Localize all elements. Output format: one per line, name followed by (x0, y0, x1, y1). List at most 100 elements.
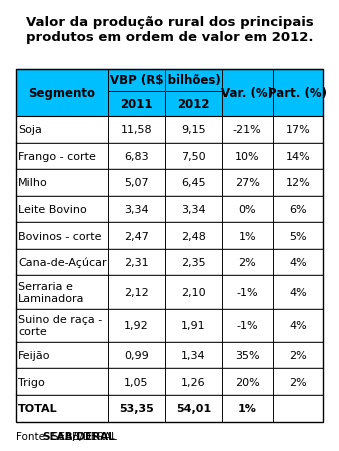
Bar (165, 249, 222, 276)
Text: Serraria e
Laminadora: Serraria e Laminadora (18, 281, 85, 303)
Bar (222, 249, 273, 276)
Text: 0%: 0% (238, 205, 256, 215)
Text: 20%: 20% (235, 377, 260, 387)
Text: Leite Bovino: Leite Bovino (18, 205, 87, 215)
Bar (165, 368, 222, 395)
Bar (273, 196, 323, 223)
Text: 6,83: 6,83 (124, 152, 149, 161)
Bar (273, 143, 323, 170)
Text: 0,99: 0,99 (124, 350, 149, 360)
Bar (222, 170, 273, 196)
Text: 3,34: 3,34 (181, 205, 206, 215)
Text: 2,35: 2,35 (181, 258, 206, 267)
Text: 2%: 2% (289, 377, 307, 387)
Bar (222, 395, 273, 422)
Text: TOTAL: TOTAL (18, 404, 58, 414)
Text: 2,48: 2,48 (181, 231, 206, 241)
Text: Feijão: Feijão (18, 350, 51, 360)
Text: 4%: 4% (289, 287, 307, 297)
Text: 17%: 17% (285, 125, 310, 135)
Bar (16, 276, 108, 309)
Bar (273, 395, 323, 422)
Text: 2,47: 2,47 (124, 231, 149, 241)
Bar (16, 249, 108, 276)
Text: 53,35: 53,35 (119, 404, 154, 414)
Text: 2%: 2% (238, 258, 256, 267)
Bar (222, 309, 273, 342)
Bar (16, 143, 108, 170)
Text: 1,05: 1,05 (124, 377, 149, 387)
Bar (222, 368, 273, 395)
Bar (108, 276, 165, 309)
Text: 4%: 4% (289, 258, 307, 267)
Text: 6,45: 6,45 (181, 178, 206, 188)
Text: Soja: Soja (18, 125, 42, 135)
Bar (165, 143, 222, 170)
Bar (165, 92, 222, 117)
Text: 2,10: 2,10 (181, 287, 206, 297)
Text: 1%: 1% (238, 404, 257, 414)
Bar (273, 309, 323, 342)
Bar (108, 309, 165, 342)
Text: 1,92: 1,92 (124, 321, 149, 331)
Text: Part. (%): Part. (%) (268, 87, 327, 100)
Text: 9,15: 9,15 (181, 125, 206, 135)
Bar (16, 309, 108, 342)
Bar (165, 117, 222, 143)
Text: 5,07: 5,07 (124, 178, 149, 188)
Text: Frango - corte: Frango - corte (18, 152, 96, 161)
Text: Cana-de-Açúcar: Cana-de-Açúcar (18, 258, 107, 268)
Text: 54,01: 54,01 (176, 404, 211, 414)
Bar (273, 342, 323, 368)
Bar (108, 143, 165, 170)
Text: 1,34: 1,34 (181, 350, 206, 360)
Text: 2,31: 2,31 (124, 258, 149, 267)
Text: Trigo: Trigo (18, 377, 45, 387)
Bar (273, 249, 323, 276)
Bar (108, 117, 165, 143)
Bar (16, 170, 108, 196)
Text: 2,12: 2,12 (124, 287, 149, 297)
Text: -1%: -1% (236, 321, 258, 331)
Bar (16, 368, 108, 395)
Bar (16, 117, 108, 143)
Text: -1%: -1% (236, 287, 258, 297)
Text: Bovinos - corte: Bovinos - corte (18, 231, 102, 241)
Bar (165, 309, 222, 342)
Text: 6%: 6% (289, 205, 307, 215)
Text: SEAB/DERAL: SEAB/DERAL (42, 431, 115, 441)
Bar (222, 342, 273, 368)
Text: VBP (R$ bilhões): VBP (R$ bilhões) (109, 74, 220, 87)
Bar (108, 395, 165, 422)
Bar (16, 395, 108, 422)
Bar (222, 223, 273, 249)
Bar (222, 117, 273, 143)
Bar (16, 196, 108, 223)
Bar (108, 70, 222, 92)
Bar (108, 92, 165, 117)
Bar (16, 342, 108, 368)
Bar (108, 342, 165, 368)
Text: 4%: 4% (289, 321, 307, 331)
Text: 12%: 12% (285, 178, 310, 188)
Bar (273, 117, 323, 143)
Bar (273, 223, 323, 249)
Bar (222, 143, 273, 170)
Bar (273, 170, 323, 196)
Text: 7,50: 7,50 (181, 152, 206, 161)
Bar (165, 170, 222, 196)
Text: 1,26: 1,26 (181, 377, 206, 387)
Bar (165, 276, 222, 309)
Bar (165, 223, 222, 249)
Bar (16, 223, 108, 249)
Text: Suino de raça -
corte: Suino de raça - corte (18, 315, 102, 336)
Bar (273, 276, 323, 309)
Text: 2012: 2012 (177, 97, 210, 110)
Text: -21%: -21% (233, 125, 262, 135)
Bar (222, 196, 273, 223)
Text: 14%: 14% (285, 152, 310, 161)
Bar (165, 342, 222, 368)
Text: 10%: 10% (235, 152, 260, 161)
Text: 35%: 35% (235, 350, 260, 360)
Text: 27%: 27% (235, 178, 260, 188)
